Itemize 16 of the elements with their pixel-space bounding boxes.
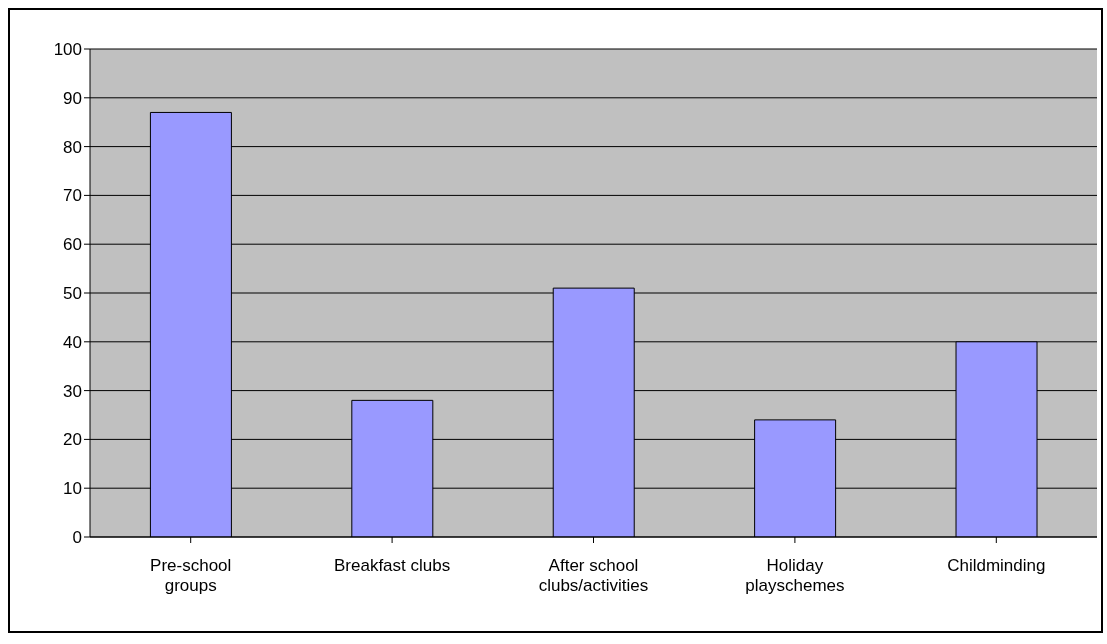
x-tick-label: Pre-school groups — [150, 556, 232, 596]
y-tick-label: 90 — [63, 88, 82, 108]
y-tick-label: 0 — [72, 528, 82, 548]
y-tick-label: 40 — [63, 332, 82, 352]
y-tick-label: 70 — [63, 186, 82, 206]
x-tick-label: Childminding — [947, 556, 1046, 576]
y-tick-label: 80 — [63, 137, 82, 157]
y-tick-label: 20 — [63, 430, 82, 450]
x-tick-label: After school clubs/activities — [538, 556, 649, 596]
x-tick-label: Breakfast clubs — [333, 556, 451, 576]
y-tick-label: 30 — [63, 381, 82, 401]
y-tick-label: 100 — [53, 40, 82, 60]
y-tick-label: 60 — [63, 235, 82, 255]
y-tick-label: 10 — [63, 479, 82, 499]
y-tick-label: 50 — [63, 284, 82, 304]
x-tick-label: Holiday playschemes — [745, 556, 845, 596]
